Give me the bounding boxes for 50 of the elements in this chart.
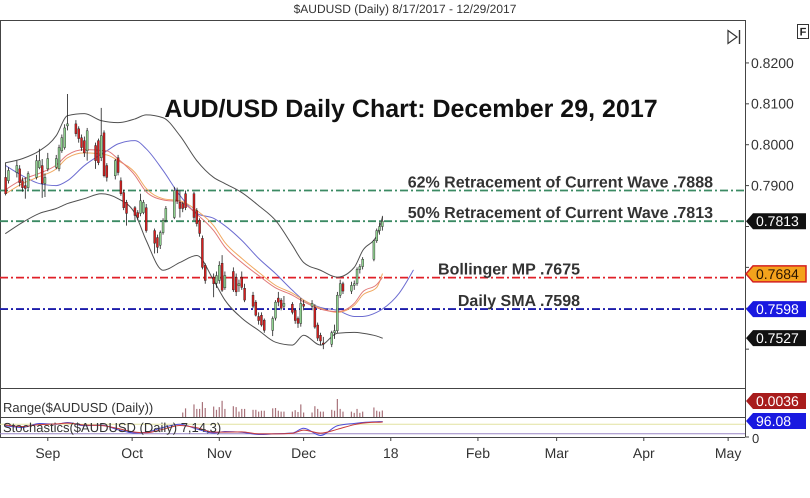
ref-line-label: Bollinger MP .7675 — [438, 262, 580, 279]
candlestick — [46, 152, 49, 172]
text: 0.7684 — [756, 266, 800, 282]
candlestick — [350, 281, 353, 294]
candlestick — [322, 336, 324, 350]
candlestick — [282, 296, 286, 309]
y-tick-label: 0.7900 — [751, 178, 794, 194]
chart-subtitle: $AUDUSD (Daily) 8/17/2017 - 12/29/2017 — [294, 2, 517, 16]
candlestick — [178, 190, 182, 218]
ref-line-label: 50% Retracement of Current Wave .7813 — [408, 205, 714, 222]
x-tick-label: Apr — [632, 445, 656, 461]
candlestick — [86, 128, 88, 162]
line-series — [5, 193, 383, 346]
x-tick-label: Sep — [35, 445, 60, 461]
x-tick-label: Feb — [466, 445, 490, 461]
candlestick — [4, 162, 7, 196]
text: 0.7813 — [756, 213, 800, 230]
candlestick — [114, 158, 116, 180]
candlestick — [139, 193, 142, 217]
text: F — [800, 26, 807, 38]
text: AUD/USD Daily Chart: December 29, 2017 — [164, 95, 658, 123]
candlestick — [134, 206, 136, 221]
ref-line-label: 62% Retracement of Current Wave .7888 — [408, 174, 714, 192]
y-tick-label: 0.8000 — [751, 136, 794, 153]
text: 0 — [752, 431, 760, 446]
x-tick-label: May — [714, 445, 742, 461]
y-tick-label: 0.8200 — [751, 54, 794, 71]
candlestick — [238, 279, 240, 292]
x-tick-label: Dec — [291, 445, 316, 461]
candlestick — [356, 266, 358, 286]
candlestick — [144, 204, 148, 234]
text: 0.0036 — [756, 392, 800, 409]
x-tick-label: Nov — [206, 445, 232, 461]
y-tick-label: 0.8100 — [751, 96, 794, 112]
candlestick — [300, 298, 302, 328]
candlestick — [342, 281, 344, 294]
ref-line-label: Daily SMA .7598 — [458, 293, 580, 310]
candlestick — [116, 154, 120, 176]
candlestick — [94, 142, 97, 170]
text: 96.08 — [756, 412, 792, 429]
chart-title: Range($AUDUSD (Daily)) — [3, 400, 154, 415]
x-tick-label: 18 — [382, 445, 399, 461]
text: 0.7598 — [756, 301, 800, 317]
x-tick-label: Oct — [121, 445, 144, 461]
x-tick-label: Mar — [544, 445, 570, 461]
candlestick — [184, 190, 187, 211]
text: 0.7527 — [756, 330, 800, 346]
candlestick — [381, 215, 384, 231]
candlestick — [153, 228, 156, 254]
candlestick — [361, 256, 364, 270]
